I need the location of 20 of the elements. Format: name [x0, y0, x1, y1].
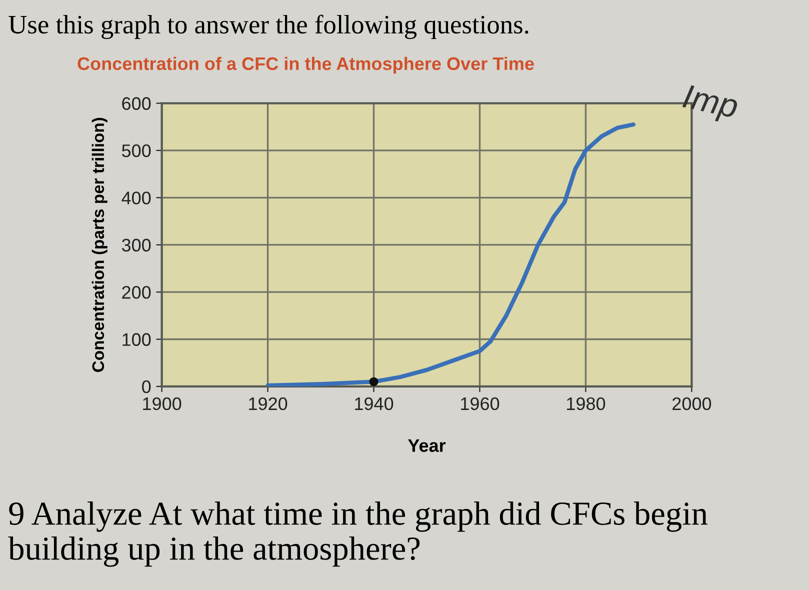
chart-title: Concentration of a CFC in the Atmosphere Over Time: [78, 56, 534, 74]
y-tick-label: 100: [122, 333, 151, 346]
y-tick-label: 200: [122, 286, 151, 299]
y-tick-label: 500: [122, 144, 151, 158]
x-tick-label: 1940: [355, 397, 394, 410]
y-tick-label: 400: [122, 192, 151, 204]
text: Use this graph to answer the following questions.: [8, 14, 528, 40]
x-tick-label: 1960: [461, 397, 500, 410]
x-tick-label: 1980: [567, 397, 606, 410]
text: 9 Analyze At what time in the graph did CFCs begin building up in the atmosphere?: [8, 502, 708, 567]
y-tick-label: 0: [142, 380, 151, 394]
y-axis-title: Concentration (parts per trillion): [92, 118, 108, 372]
x-tick-label: 2000: [672, 397, 712, 410]
y-tick-label: 300: [122, 238, 151, 252]
x-tick-label: 1900: [143, 397, 182, 410]
annotation: Imp: [680, 84, 740, 125]
x-tick-label: 1920: [249, 397, 288, 410]
y-tick-label: 600: [122, 97, 151, 110]
line-series: [266, 122, 636, 386]
x-axis-title: Year: [408, 439, 446, 452]
